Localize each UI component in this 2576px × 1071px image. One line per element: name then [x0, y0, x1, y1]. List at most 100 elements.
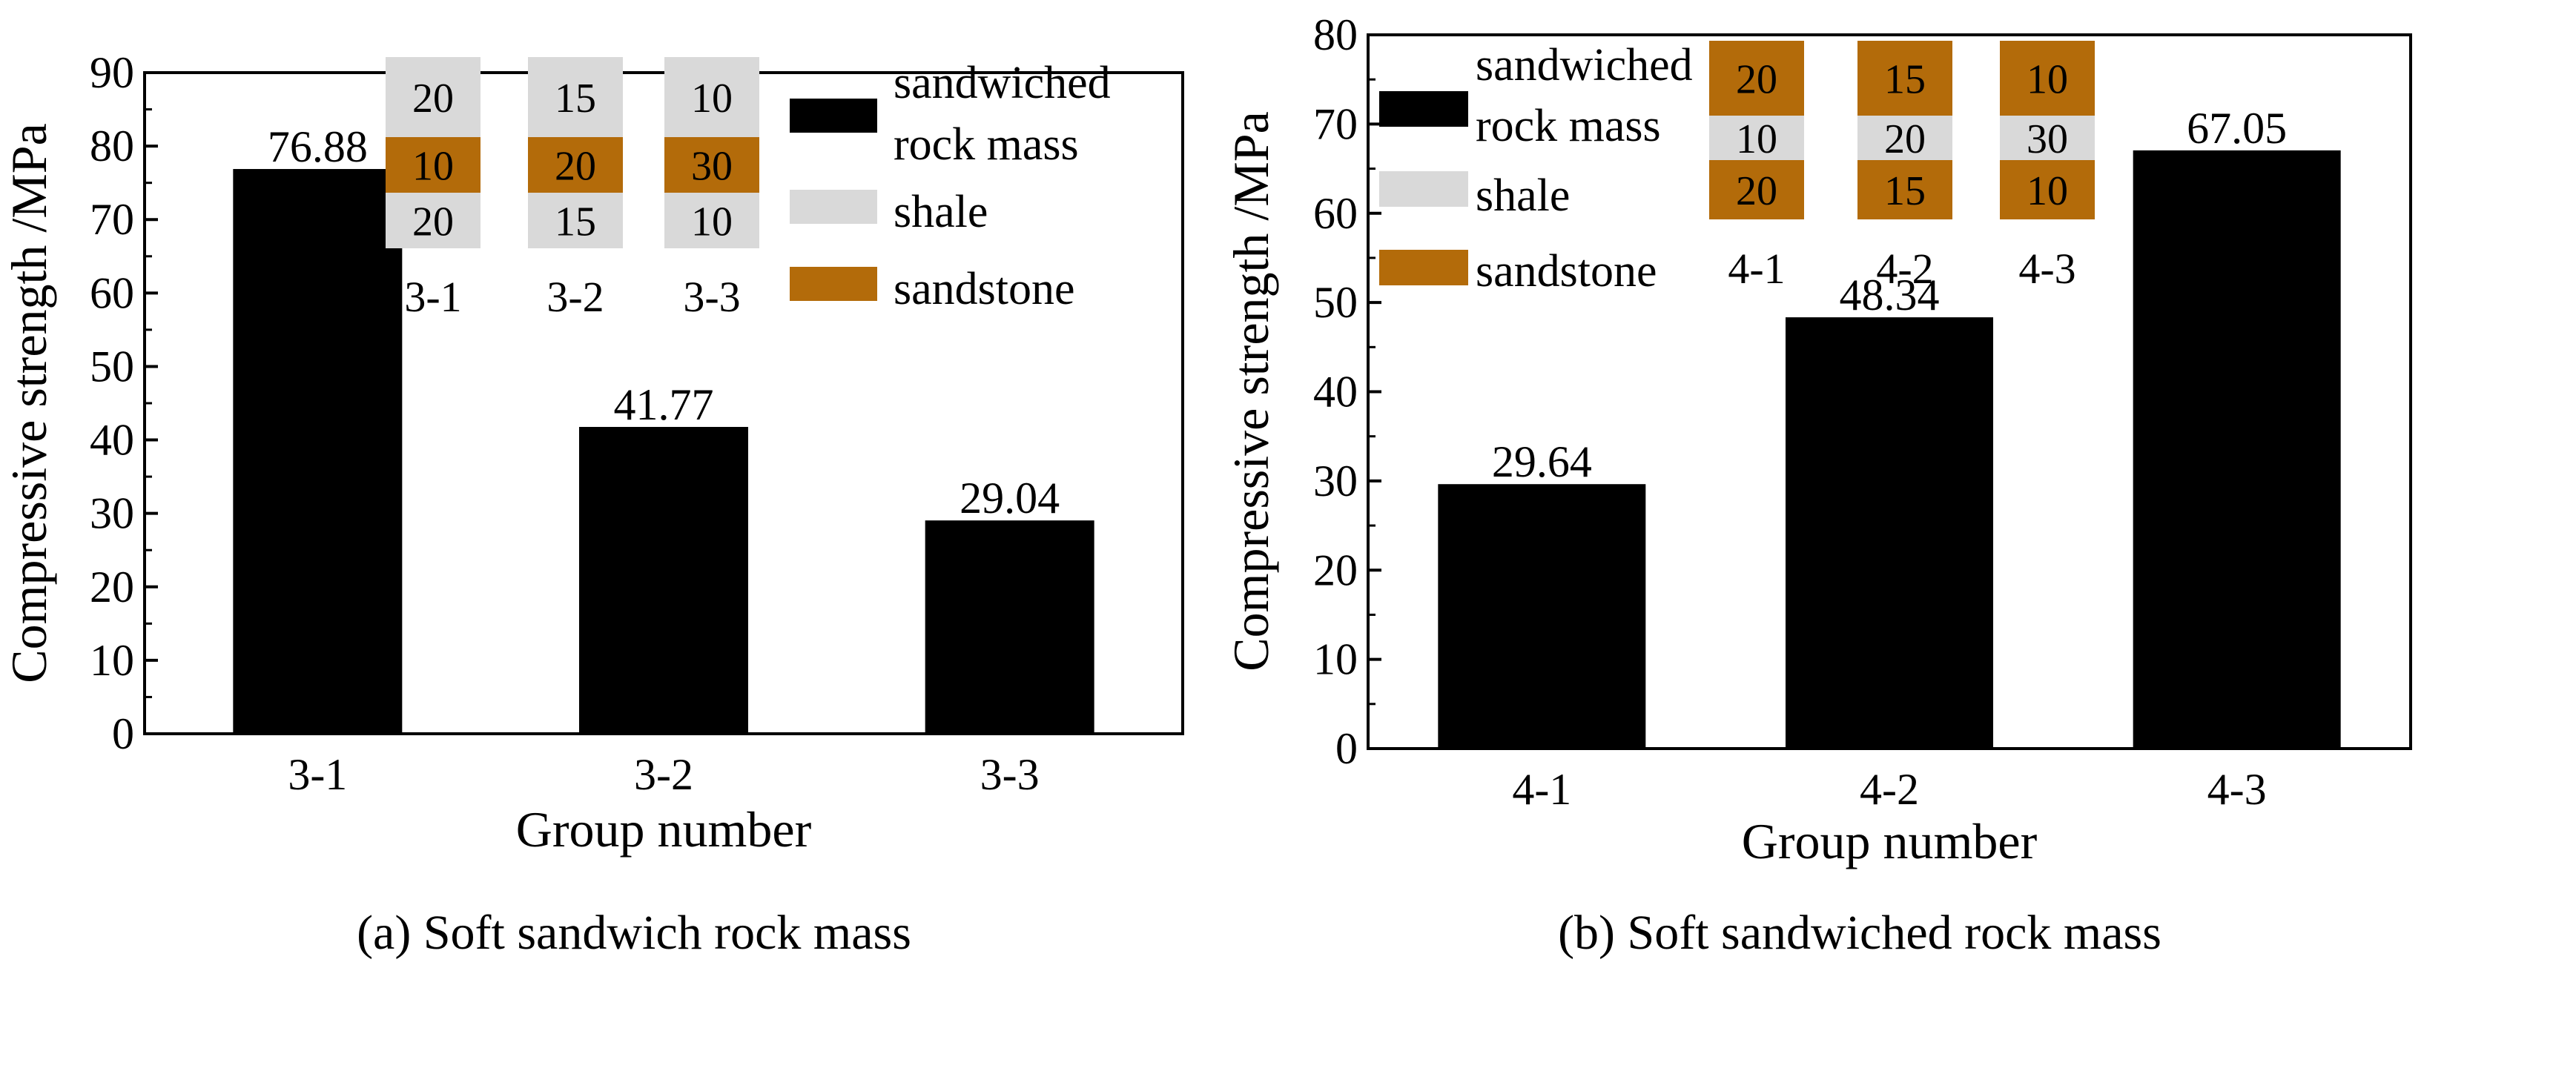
value-label: 67.05 — [2187, 104, 2287, 153]
y-tick-label: 80 — [90, 122, 134, 170]
y-tick-label: 90 — [90, 48, 134, 97]
inset-layer-sandstone — [1857, 41, 1952, 116]
inset-layer-shale — [1709, 116, 1804, 160]
inset-layer-shale — [386, 57, 480, 137]
inset-layer-sandstone — [386, 137, 480, 193]
legend-label: shale — [894, 187, 988, 237]
y-tick-label: 20 — [90, 563, 134, 611]
legend-label: sandwiched — [1476, 40, 1693, 90]
inset-layer-value: 20 — [1736, 168, 1777, 214]
y-tick-label: 10 — [90, 636, 134, 685]
y-tick-label: 30 — [90, 489, 134, 538]
inset-layer-value: 10 — [2027, 168, 2068, 214]
inset-layer-value: 10 — [691, 199, 733, 245]
value-label: 29.64 — [1492, 437, 1592, 486]
bar-4-2 — [1786, 317, 1993, 749]
inset-layer-sandstone — [1857, 160, 1952, 219]
y-tick-label: 50 — [1313, 278, 1358, 327]
bar-3-2 — [579, 427, 748, 734]
chart-panel-b: 0 10 20 30 40 50 60 70 80 4-1 4-2 4-3 29.64 48.34 67.0… — [1223, 10, 2412, 960]
inset-layer-value: 10 — [691, 76, 733, 122]
legend-label: shale — [1476, 170, 1570, 221]
value-label: 41.77 — [614, 380, 714, 429]
inset-layer-shale — [1857, 116, 1952, 160]
inset-layer-sandstone — [2000, 41, 2095, 116]
x-tick-label: 4-3 — [2207, 765, 2267, 814]
inset-layer-value: 15 — [555, 199, 596, 245]
inset-layer-value: 30 — [691, 144, 733, 190]
x-tick-label: 3-1 — [288, 750, 347, 799]
value-label: 76.88 — [268, 122, 368, 171]
y-axis-label: Compressive strength /MPa — [1223, 111, 1279, 672]
inset-layer-value: 15 — [1884, 57, 1926, 103]
x-tick-label: 4-2 — [1860, 765, 1919, 814]
inset-layer-value: 10 — [1736, 116, 1777, 162]
legend-label: rock mass — [894, 119, 1079, 170]
inset-layer-sandstone — [2000, 160, 2095, 219]
y-tick-label: 70 — [1313, 99, 1358, 148]
value-label: 48.34 — [1840, 271, 1940, 319]
inset-column-name: 4-1 — [1728, 245, 1785, 293]
inset-layer-value: 15 — [555, 76, 596, 122]
panel-caption: (a) Soft sandwich rock mass — [357, 906, 911, 960]
legend-swatch-sandstone — [1379, 250, 1468, 285]
x-axis-label: Group number — [516, 801, 812, 858]
inset-column-name: 4-2 — [1876, 245, 1933, 293]
y-tick-label: 60 — [90, 268, 134, 317]
inset-layer-sandstone — [1709, 41, 1804, 116]
inset-layer-shale — [528, 57, 623, 137]
panel-caption: (b) Soft sandwiched rock mass — [1558, 906, 2161, 960]
x-tick-label: 3-3 — [980, 750, 1040, 799]
legend-swatch-shale — [1379, 171, 1468, 207]
inset-column-name: 3-1 — [404, 273, 461, 321]
inset-layer-shale — [2000, 116, 2095, 160]
inset-column-name: 3-3 — [683, 273, 740, 321]
legend-label: rock mass — [1476, 101, 1661, 151]
y-axis-label: Compressive strength /MPa — [1, 123, 57, 683]
y-tick-label: 60 — [1313, 189, 1358, 238]
y-tick-label: 70 — [90, 195, 134, 244]
inset-column-name: 4-3 — [2018, 245, 2075, 293]
inset-layer-value: 20 — [1884, 116, 1926, 162]
inset-layer-value: 10 — [412, 144, 454, 190]
x-tick-label: 3-2 — [634, 750, 693, 799]
inset-layer-value: 15 — [1884, 168, 1926, 214]
legend-label: sandstone — [1476, 246, 1657, 296]
inset-layer-value: 20 — [412, 76, 454, 122]
inset-layer-value: 20 — [555, 144, 596, 190]
legend-swatch-bar — [1379, 91, 1468, 127]
legend-swatch-shale — [790, 190, 877, 224]
y-tick-label: 40 — [90, 416, 134, 465]
inset-layer-value: 30 — [2027, 116, 2068, 162]
inset-column-name: 3-2 — [546, 273, 604, 321]
inset-layer-sandstone — [1709, 160, 1804, 219]
inset-layer-value: 20 — [1736, 57, 1777, 103]
inset-layer-value: 20 — [412, 199, 454, 245]
chart-panel-a: 0 10 20 30 40 50 60 70 80 90 3-1 3-2 3-3 76.88 41.77 29… — [1, 48, 1184, 960]
bar-3-1 — [233, 169, 403, 734]
y-tick-label: 40 — [1313, 368, 1358, 417]
inset-layer-shale — [386, 193, 480, 248]
value-label: 29.04 — [960, 474, 1060, 523]
legend-swatch-bar — [790, 99, 877, 133]
bar-3-3 — [925, 520, 1094, 734]
legend-label: sandstone — [894, 264, 1075, 314]
inset-layer-shale — [664, 57, 759, 137]
inset-layer-shale — [528, 193, 623, 248]
y-tick-label: 30 — [1313, 457, 1358, 505]
y-tick-label: 10 — [1313, 635, 1358, 684]
legend-swatch-sandstone — [790, 267, 877, 301]
y-tick-label: 50 — [90, 342, 134, 391]
inset-layer-value: 10 — [2027, 57, 2068, 103]
inset-layer-sandstone — [528, 137, 623, 193]
legend-label: sandwiched — [894, 58, 1111, 108]
x-tick-label: 4-1 — [1512, 765, 1571, 814]
bar-4-1 — [1438, 484, 1646, 749]
y-tick-label: 0 — [1335, 724, 1358, 773]
x-axis-label: Group number — [1742, 813, 2038, 869]
y-tick-label: 20 — [1313, 546, 1358, 594]
bar-4-3 — [2133, 150, 2341, 749]
y-tick-label: 80 — [1313, 10, 1358, 59]
